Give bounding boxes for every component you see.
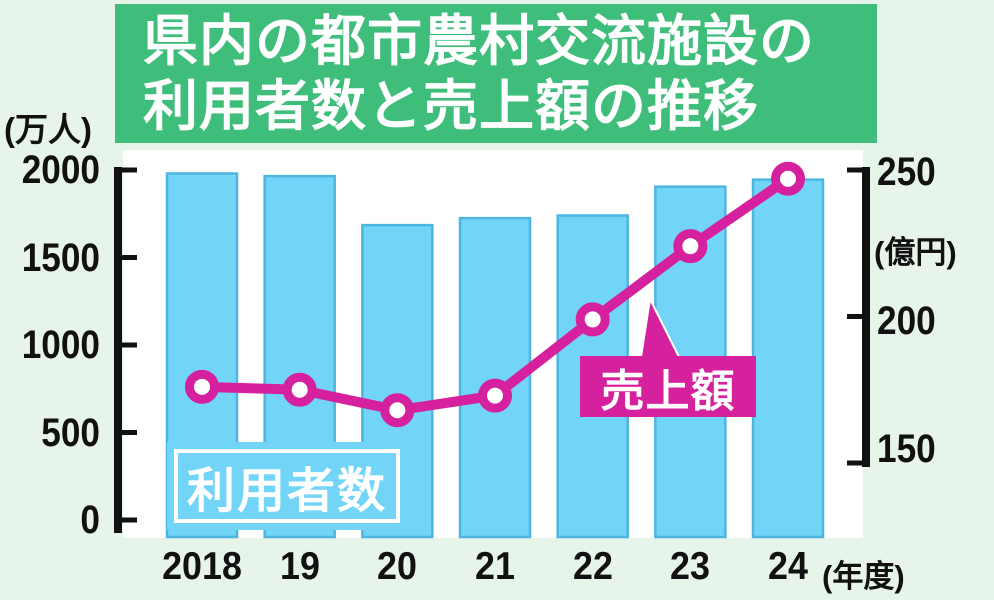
left-axis-tick-2000 <box>122 167 137 173</box>
sales-point-22 <box>575 302 610 337</box>
sales-point-19 <box>282 372 317 407</box>
chart-title: 県内の都市農村交流施設の 利用者数と売上額の推移 <box>115 4 877 143</box>
left-axis-tick-label-1500: 1500 <box>21 235 101 280</box>
left-axis-tick-label-0: 0 <box>80 498 100 542</box>
legend-users-box: 利用者数 <box>167 442 407 530</box>
bar-24 <box>751 178 825 539</box>
left-axis-line <box>114 167 122 533</box>
right-axis-tick-250 <box>847 167 862 173</box>
sales-point-24 <box>771 161 806 196</box>
x-label-24: 24 <box>768 545 808 588</box>
left-axis-tick-label-500: 500 <box>41 410 100 455</box>
left-axis-tick-1000 <box>122 342 137 348</box>
x-axis-unit-label: (年度) <box>822 559 905 594</box>
legend-users-label: 利用者数 <box>186 465 387 518</box>
x-label-19: 19 <box>279 545 320 588</box>
right-axis-tick-label-150: 150 <box>877 427 936 471</box>
legend-users-frame <box>174 449 400 523</box>
legend-sales-label: 売上額 <box>600 366 736 416</box>
left-axis-unit-label: (万人) <box>4 111 92 148</box>
right-axis-tick-label-250: 250 <box>877 150 936 194</box>
chart-title-line2: 利用者数と売上額の推移 <box>143 75 760 137</box>
left-axis-tick-label-1000: 1000 <box>21 323 101 367</box>
right-axis-line <box>862 167 870 467</box>
x-label-20: 20 <box>377 545 418 588</box>
sales-point-21 <box>478 378 513 413</box>
left-axis-tick-500 <box>122 430 137 435</box>
right-axis-tick-label-200: 200 <box>877 298 936 343</box>
x-label-2018: 2018 <box>162 545 242 588</box>
x-label-21: 21 <box>475 545 515 588</box>
sales-point-23 <box>673 229 708 264</box>
right-axis-tick-150 <box>847 460 862 466</box>
left-axis-tick-label-2000: 2000 <box>21 148 101 192</box>
chart-title-line1: 県内の都市農村交流施設の <box>143 10 816 72</box>
sales-point-20 <box>380 393 415 428</box>
right-axis-unit-label: (億円) <box>874 235 957 270</box>
x-label-22: 22 <box>572 545 613 588</box>
left-axis-tick-0 <box>122 517 137 523</box>
legend-sales-box: 売上額 <box>580 356 756 417</box>
sales-point-2018 <box>185 369 219 404</box>
left-axis-tick-1500 <box>122 255 137 260</box>
right-axis-tick-200 <box>847 314 862 319</box>
x-label-23: 23 <box>670 545 711 588</box>
